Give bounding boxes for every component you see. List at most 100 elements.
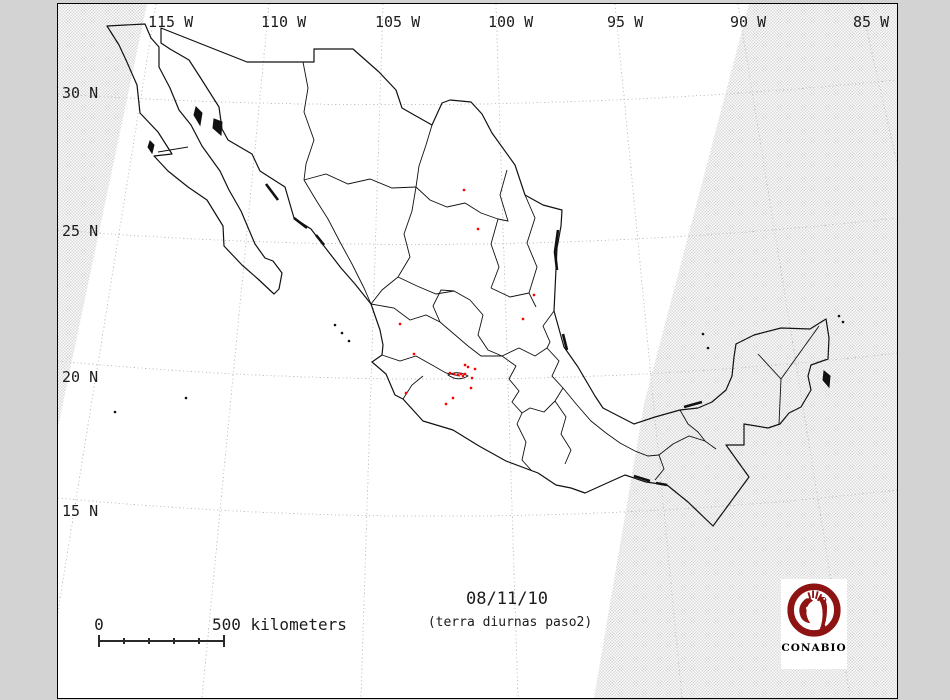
- subtitle-label: (terra diurnas paso2): [427, 615, 593, 630]
- parallel-line: [58, 79, 897, 106]
- satellite-swath: [58, 4, 749, 698]
- small-island-dot: [333, 323, 337, 327]
- coastal-lagoon: [264, 183, 280, 201]
- state-boundary: [490, 287, 530, 298]
- state-boundary: [546, 347, 564, 402]
- fire-detection-dot: [462, 188, 466, 192]
- state-boundary: [780, 325, 820, 380]
- parallel-label: 15 N: [62, 502, 99, 520]
- state-boundary: [302, 61, 315, 181]
- conabio-logo: CONABIO: [781, 579, 847, 669]
- island: [212, 118, 223, 137]
- state-boundary: [303, 173, 417, 189]
- state-boundary: [303, 179, 372, 305]
- fire-detection-dot: [463, 363, 467, 367]
- parallel-label: 25 N: [62, 222, 99, 240]
- meridian-line: [360, 4, 384, 698]
- parallel-label: 20 N: [62, 368, 99, 386]
- parallel-line: [58, 217, 897, 245]
- meridian-label: 100 W: [488, 13, 534, 31]
- fire-detection-dot: [459, 372, 463, 376]
- fire-detection-dot: [461, 374, 465, 378]
- state-boundary: [654, 454, 665, 481]
- coastal-lagoon: [683, 400, 703, 409]
- fire-detection-dot: [404, 391, 408, 395]
- meridian-label: 95 W: [607, 13, 644, 31]
- state-boundary: [554, 400, 572, 465]
- fire-detection-dot: [466, 365, 470, 369]
- meridian-label: 110 W: [261, 13, 307, 31]
- small-island-dot: [184, 396, 188, 400]
- state-boundary: [432, 289, 455, 323]
- fire-detection-dot: [476, 227, 480, 231]
- conabio-logo-text: CONABIO: [781, 642, 847, 654]
- state-boundary: [381, 354, 461, 377]
- baja-california-coastline: [106, 23, 283, 295]
- state-boundary: [497, 169, 509, 222]
- fire-detection-dot: [473, 367, 477, 371]
- mainland-coastline: [160, 27, 830, 527]
- fire-detection-dot: [451, 396, 455, 400]
- state-boundary: [542, 310, 555, 349]
- state-boundary: [521, 400, 556, 414]
- state-boundary: [439, 321, 502, 357]
- state-boundary: [778, 378, 782, 425]
- small-island-dot: [347, 339, 351, 343]
- conabio-logo-icon: [787, 583, 841, 637]
- state-boundary: [679, 409, 706, 442]
- meridian-label: 115 W: [148, 13, 194, 31]
- fire-detection-dot: [463, 372, 467, 376]
- meridian-label: 85 W: [853, 13, 890, 31]
- scalebar-distance-label: 500 kilometers: [212, 615, 347, 634]
- state-boundary: [501, 347, 548, 357]
- state-boundary: [370, 276, 399, 305]
- coastal-lagoon: [553, 229, 560, 271]
- state-boundary: [658, 435, 717, 456]
- parallel-line: [58, 489, 897, 517]
- state-boundary: [634, 450, 660, 457]
- state-boundary: [516, 423, 532, 471]
- coastal-lagoon: [561, 333, 569, 351]
- fire-detection-dot: [470, 376, 474, 380]
- coastal-lagoon: [655, 481, 668, 487]
- mexico-fire-map: 115 W 110 W 105 W 100 W 95 W 90 W 85 W 30 N 25 N…: [57, 3, 898, 699]
- scalebar-zero-label: 0: [94, 615, 104, 634]
- coastal-lagoon: [293, 216, 308, 230]
- fire-detection-dot: [412, 352, 416, 356]
- fire-detection-dot: [398, 322, 402, 326]
- meridian-line: [58, 4, 157, 615]
- date-label: 08/11/10: [466, 589, 548, 609]
- state-boundary: [415, 186, 499, 220]
- state-boundary: [757, 353, 782, 380]
- state-boundary: [157, 146, 189, 153]
- meridian-line: [860, 4, 897, 166]
- fire-detection-dot: [456, 373, 460, 377]
- mexico-map-svg: [58, 4, 897, 698]
- coastal-lagoon: [314, 234, 326, 246]
- fire-detection-dot: [521, 317, 525, 321]
- coastal-lagoon: [633, 474, 651, 483]
- small-island-dot: [837, 314, 841, 318]
- state-boundary: [402, 375, 424, 400]
- state-boundary: [469, 299, 503, 357]
- small-island-dot: [340, 331, 344, 335]
- small-island-dot: [841, 320, 845, 324]
- meridian-label: 90 W: [730, 13, 767, 31]
- state-boundary: [370, 303, 441, 323]
- island: [193, 106, 203, 127]
- small-island-dot: [113, 410, 117, 414]
- fire-detection-dot: [448, 371, 452, 375]
- state-boundary: [490, 218, 500, 289]
- meridian-label: 105 W: [375, 13, 421, 31]
- fire-detection-dot: [532, 293, 536, 297]
- island: [822, 370, 831, 389]
- parallel-line: [58, 352, 897, 380]
- state-boundary: [524, 194, 538, 308]
- state-boundary: [415, 124, 433, 188]
- meridian-line: [495, 4, 519, 698]
- state-boundary: [397, 186, 417, 278]
- fire-detection-dot: [444, 402, 448, 406]
- island: [147, 140, 155, 155]
- state-boundary: [562, 387, 636, 452]
